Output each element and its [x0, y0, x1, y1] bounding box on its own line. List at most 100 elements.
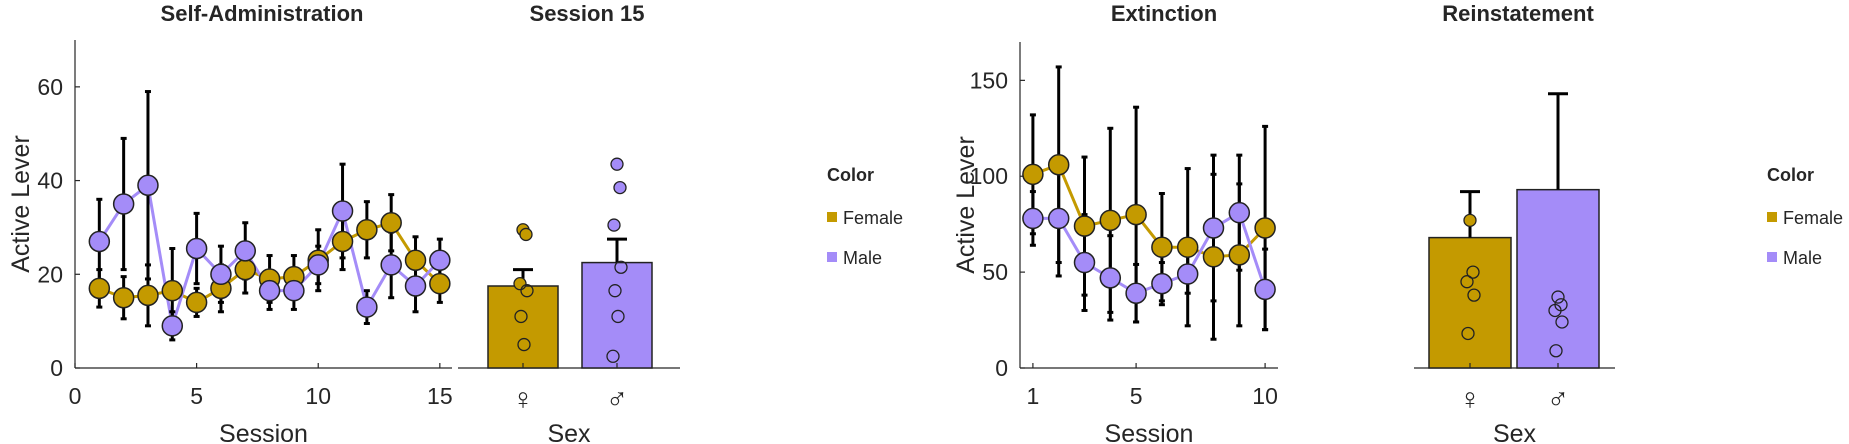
self-admin-xtick-label: 5 — [190, 383, 203, 409]
extinction-point-male — [1254, 278, 1276, 301]
session15-subject-point — [513, 277, 527, 291]
self-admin-point-male — [234, 240, 257, 262]
legend-2: Color Female Male — [1767, 165, 1843, 268]
extinction-point-male — [1151, 272, 1173, 295]
legend-title: Color — [1767, 165, 1814, 185]
extinction-xtick-label: 5 — [1130, 383, 1143, 409]
extinction-point-female — [1073, 215, 1096, 237]
reinstatement-subject-point — [1549, 344, 1563, 358]
reinstatement-title: Reinstatement — [1442, 1, 1594, 26]
self-admin-point-male — [112, 193, 135, 215]
extinction-point-female — [1022, 163, 1044, 186]
self-admin-point-male — [210, 263, 232, 286]
reinstatement-subject-point — [1463, 213, 1477, 227]
self-admin-ytick-label: 0 — [50, 355, 63, 381]
extinction-ytick-label: 100 — [970, 163, 1008, 189]
self-admin-ytick-label: 20 — [37, 261, 63, 287]
self-admin-panel — [74, 40, 452, 369]
self-admin-point-female — [137, 284, 159, 307]
reinstatement-panel — [1414, 92, 1615, 369]
legend-female-label: Female — [843, 208, 903, 228]
extinction-xtick-label: 1 — [1027, 383, 1040, 409]
extinction-y-axis-label: Active Lever — [952, 136, 980, 274]
legend-1: Color Female Male — [827, 165, 903, 268]
legend-swatch-female — [827, 212, 837, 222]
self-admin-point-female — [380, 211, 402, 234]
self-admin-point-female — [185, 291, 208, 314]
session15-subject-point — [614, 260, 628, 274]
session15-subject-point — [607, 218, 621, 232]
self-admin-point-male — [429, 249, 451, 271]
self-admin-ytick-label: 60 — [37, 74, 63, 100]
reinstatement-bar-0 — [1428, 236, 1512, 369]
reinstatement-category-label: ♂ — [1547, 383, 1570, 416]
reinstatement-subject-point — [1551, 290, 1565, 304]
self-admin-point-male — [404, 275, 427, 297]
legend-title: Color — [827, 165, 874, 185]
extinction-xtick-label: 10 — [1252, 383, 1278, 409]
extinction-point-female — [1099, 209, 1122, 232]
legend-male-label: Male — [843, 248, 882, 268]
self-admin-xtick-label: 10 — [305, 383, 331, 409]
legend-swatch-male — [1767, 252, 1777, 262]
session15-panel — [458, 157, 680, 369]
extinction-title: Extinction — [1111, 1, 1217, 26]
session15-subject-point — [610, 157, 624, 171]
self-admin-point-male — [356, 296, 378, 318]
self-admin-point-male — [137, 174, 159, 197]
extinction-ytick-label: 0 — [995, 355, 1008, 381]
extinction-point-female — [1151, 236, 1173, 258]
self-admin-point-female — [429, 272, 451, 295]
session15-subject-point — [606, 349, 620, 363]
self-admin-point-male — [307, 254, 329, 276]
self-admin-point-male — [283, 279, 305, 302]
reinstatement-category-label: ♀ — [1459, 383, 1482, 416]
session15-title: Session 15 — [530, 1, 645, 26]
reinstatement-subject-point — [1460, 275, 1474, 289]
self-admin-point-female — [112, 286, 135, 309]
self-admin-point-female — [88, 277, 111, 300]
extinction-point-male — [1202, 217, 1225, 239]
self-admin-point-male — [88, 230, 111, 253]
legend-female-label: Female — [1783, 208, 1843, 228]
session15-category-label: ♀ — [512, 383, 535, 416]
session15-bar-0 — [487, 285, 559, 369]
self-admin-point-male — [185, 237, 208, 260]
self-admin-x-axis-label: Session — [219, 420, 308, 444]
session15-subject-point — [613, 180, 627, 195]
self-admin-y-axis-label: Active Lever — [7, 135, 35, 273]
extinction-point-male — [1099, 267, 1122, 289]
self-admin-point-female — [356, 219, 378, 241]
session15-x-axis-label: Sex — [547, 420, 591, 444]
self-admin-ytick-label: 40 — [37, 168, 63, 194]
extinction-ytick-label: 50 — [982, 259, 1008, 285]
extinction-point-male — [1022, 207, 1044, 230]
legend-swatch-female — [1767, 212, 1777, 222]
extinction-point-female — [1125, 203, 1147, 226]
session15-subject-point — [611, 309, 625, 324]
self-admin-point-female — [161, 279, 184, 302]
extinction-series-line-female — [1032, 162, 1267, 259]
extinction-series-line-male — [1032, 210, 1267, 295]
reinstatement-x-axis-label: Sex — [1493, 420, 1537, 444]
self-admin-title: Self-Administration — [161, 1, 364, 26]
extinction-point-male — [1073, 251, 1096, 274]
extinction-x-axis-label: Session — [1105, 420, 1194, 444]
session15-subject-point — [514, 309, 528, 324]
extinction-point-female — [1176, 236, 1199, 258]
extinction-point-male — [1176, 263, 1199, 285]
reinstatement-subject-point — [1555, 315, 1569, 329]
reinstatement-bar-1 — [1516, 188, 1600, 369]
reinstatement-subject-point — [1467, 288, 1481, 302]
legend-male-label: Male — [1783, 248, 1822, 268]
session15-category-label: ♂ — [606, 383, 629, 416]
self-admin-point-female — [331, 230, 354, 253]
self-admin-point-male — [258, 279, 281, 302]
session15-subject-point — [608, 284, 622, 298]
extinction-panel — [1019, 42, 1278, 369]
extinction-ytick-label: 150 — [970, 67, 1008, 93]
extinction-point-female — [1228, 244, 1251, 266]
extinction-point-female — [1202, 246, 1225, 268]
self-admin-xtick-label: 0 — [69, 383, 82, 409]
